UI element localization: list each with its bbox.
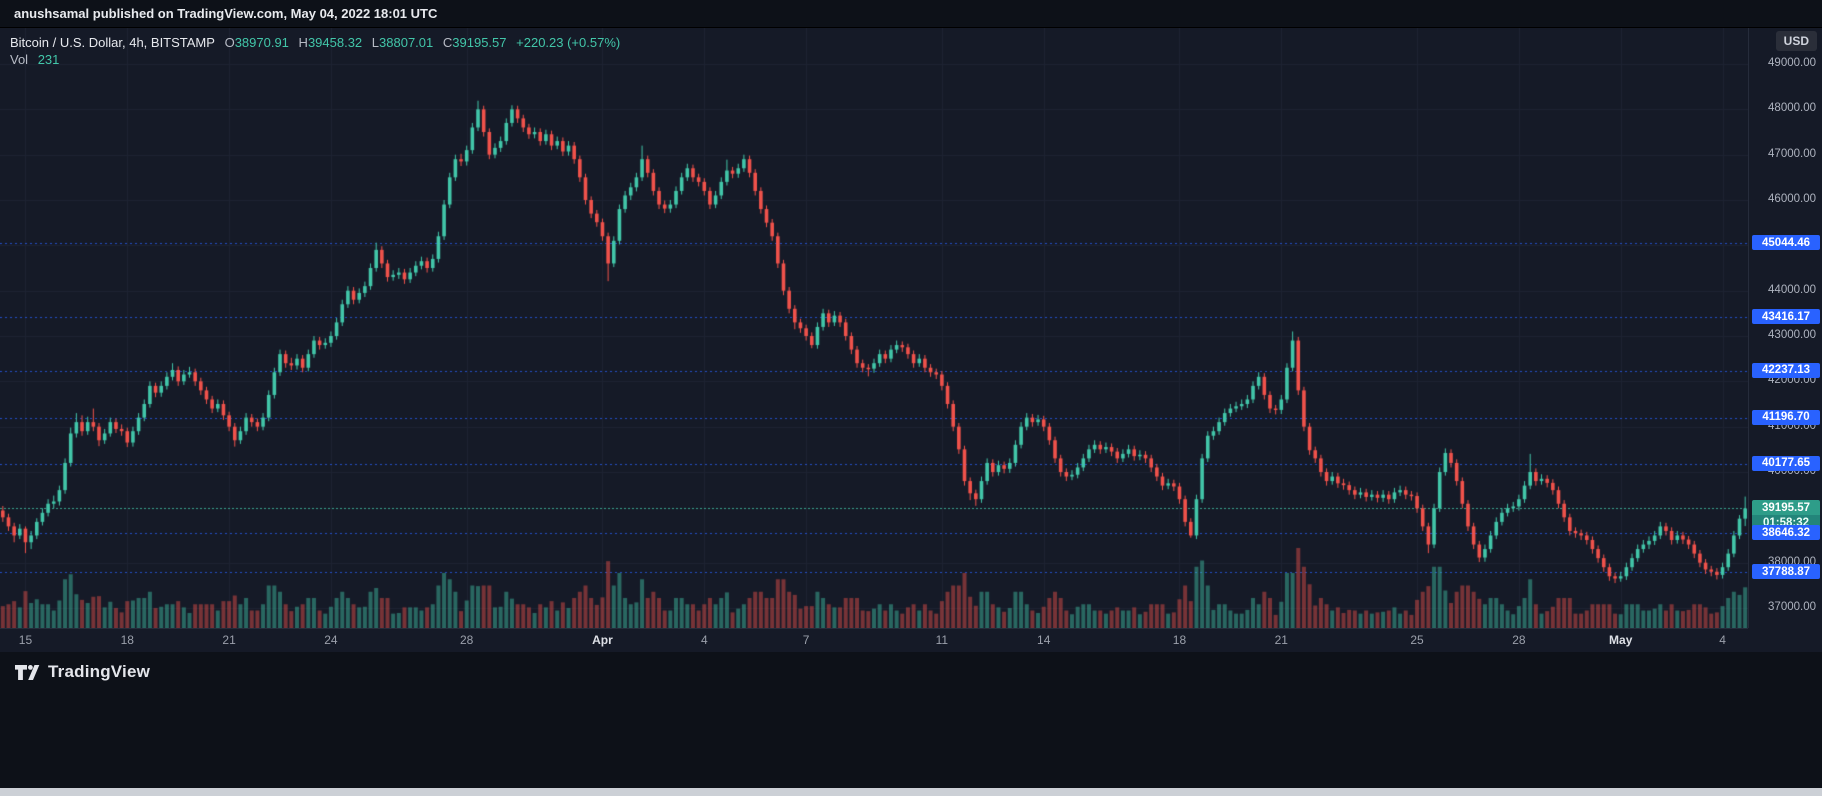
time-axis-day-label: 18	[120, 633, 134, 647]
price-tick-label: 47000.00	[1768, 147, 1816, 160]
level-price-tag: 41196.70	[1752, 409, 1820, 425]
candlestick-chart[interactable]	[0, 28, 1748, 628]
price-tick-label: 37000.00	[1768, 601, 1816, 613]
last-price-value: 39195.57	[1762, 501, 1810, 514]
publish-bar: anushsamal published on TradingView.com,…	[0, 0, 1822, 28]
tradingview-wordmark: TradingView	[48, 662, 151, 681]
chart-area: Bitcoin / U.S. Dollar, 4h, BITSTAMP O389…	[0, 28, 1822, 652]
time-axis-day-label: 21	[222, 633, 236, 647]
high-value: 39458.32	[307, 35, 363, 50]
time-axis-day-label: 14	[1037, 633, 1051, 647]
tradingview-logo-icon	[15, 664, 40, 680]
level-price-tag: 40177.65	[1752, 455, 1820, 471]
time-axis-day-label: 21	[1274, 633, 1288, 647]
change-value: +220.23 (+0.57%)	[516, 35, 621, 50]
level-price-tag: 42237.13	[1752, 362, 1820, 378]
price-tick-label: 44000.00	[1768, 283, 1816, 296]
price-tick-label: 48000.00	[1768, 102, 1816, 115]
close-label: C	[442, 35, 453, 50]
open-value: 38970.91	[234, 35, 289, 50]
time-axis-month-label: Apr	[592, 633, 613, 647]
time-axis-day-label: 18	[1172, 633, 1187, 647]
time-axis-day-label: 28	[460, 633, 474, 647]
chart-legend: Bitcoin / U.S. Dollar, 4h, BITSTAMP O389…	[10, 34, 620, 68]
price-tick-label: 43000.00	[1768, 329, 1816, 341]
currency-toggle-button[interactable]: USD	[1775, 31, 1817, 51]
volume-value: 231	[37, 52, 60, 67]
horizontal-scrollbar[interactable]	[0, 788, 1822, 796]
price-tick-label: 49000.00	[1768, 57, 1816, 69]
legend-row-symbol: Bitcoin / U.S. Dollar, 4h, BITSTAMP O389…	[10, 34, 620, 51]
level-price-tag: 37788.87	[1752, 564, 1820, 580]
high-label: H	[298, 35, 308, 50]
time-axis-day-label: 28	[1512, 633, 1526, 647]
open-label: O	[224, 35, 235, 50]
time-axis-day-label: 7	[802, 633, 810, 647]
tradingview-link[interactable]: TradingView	[14, 662, 150, 682]
publish-text: anushsamal published on TradingView.com,…	[14, 6, 438, 21]
price-tick-label: 46000.00	[1768, 193, 1816, 205]
time-axis[interactable]: 15 18 21 24 28 Apr 4 7 11 14 18 21 25 28 May 4	[0, 628, 1748, 652]
time-axis-day-label: 24	[324, 633, 338, 647]
legend-row-volume: Vol 231	[10, 51, 620, 68]
symbol-title: Bitcoin / U.S. Dollar, 4h, BITSTAMP	[10, 35, 215, 50]
time-axis-day-label: 25	[1410, 633, 1424, 647]
level-price-tag: 45044.46	[1752, 235, 1820, 251]
time-axis-month-label: May	[1609, 633, 1633, 647]
low-value: 38807.01	[379, 35, 434, 50]
footer-bar: TradingView	[0, 652, 1822, 788]
time-axis-day-label: 4	[700, 633, 708, 647]
close-value: 39195.57	[452, 35, 507, 50]
time-axis-day-label: 4	[1719, 633, 1726, 647]
price-axis[interactable]: USD 39195.57 01:58:32 49000.00 48000.00 47…	[1748, 28, 1822, 628]
low-label: L	[371, 35, 380, 50]
time-axis-day-label: 11	[935, 633, 949, 647]
level-price-tag: 43416.17	[1752, 309, 1820, 325]
level-price-tag: 38646.32	[1752, 525, 1820, 541]
volume-label: Vol	[10, 52, 29, 67]
time-axis-day-label: 15	[18, 633, 33, 647]
